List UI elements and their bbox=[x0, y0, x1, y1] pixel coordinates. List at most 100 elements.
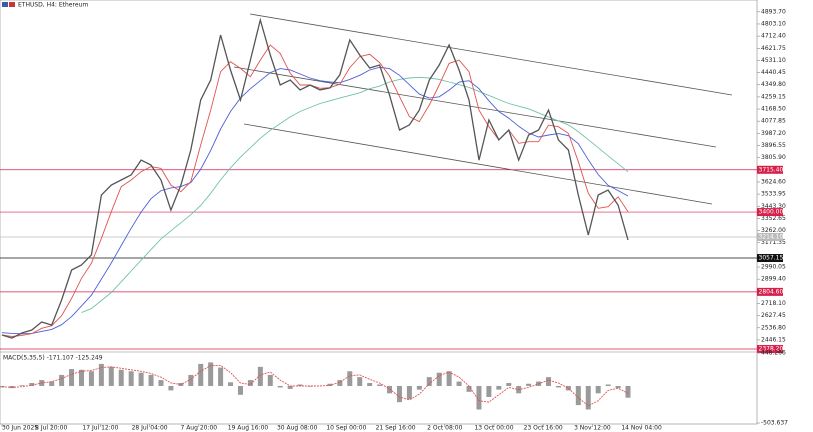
y-tick-label: 4349.80 bbox=[761, 81, 786, 88]
macd-bar bbox=[148, 374, 154, 386]
y-tick-label: 2718.10 bbox=[761, 300, 786, 307]
y-tick-label: 3171.35 bbox=[761, 239, 786, 246]
macd-bar bbox=[287, 385, 293, 389]
macd-bar bbox=[297, 384, 303, 386]
macd-bar bbox=[595, 385, 601, 394]
macd-bar bbox=[446, 371, 452, 386]
macd-bar bbox=[19, 385, 25, 386]
y-tick-label: 4077.85 bbox=[761, 118, 786, 125]
y-tick-label: 4621.75 bbox=[761, 45, 786, 52]
y-tick-label: 4440.45 bbox=[761, 69, 786, 76]
macd-bar bbox=[565, 385, 571, 391]
x-tick-label: 30 Jun 2025 bbox=[2, 425, 38, 432]
x-tick-label: 21 Sep 16:00 bbox=[376, 425, 416, 432]
macd-bar bbox=[615, 385, 621, 389]
y-tick-label: 3533.95 bbox=[761, 191, 786, 198]
macd-bar bbox=[88, 371, 94, 386]
x-tick-label: 8 Jul 20:00 bbox=[35, 425, 67, 432]
macd-bar bbox=[426, 377, 432, 386]
y-tick-label: 3262.00 bbox=[761, 227, 786, 234]
signal-line bbox=[1, 364, 629, 407]
price-level: 2804.60 bbox=[0, 287, 784, 296]
y-tick-label: 4803.10 bbox=[761, 20, 786, 27]
macd-bar bbox=[625, 385, 631, 398]
level-label: 3057.15 bbox=[759, 255, 784, 262]
macd-bar bbox=[29, 383, 35, 386]
x-tick-label: 2 Oct 08:00 bbox=[427, 425, 462, 432]
macd-bar bbox=[59, 374, 65, 386]
channel-line bbox=[249, 13, 733, 96]
price-line bbox=[1, 17, 629, 339]
macd-bar bbox=[49, 381, 55, 386]
level-tag bbox=[757, 165, 783, 174]
macd-bar bbox=[406, 385, 412, 400]
macd-bar bbox=[377, 384, 383, 386]
macd-bar bbox=[546, 377, 552, 386]
y-tick-label: 3352.65 bbox=[761, 215, 786, 222]
macd-bar bbox=[277, 385, 283, 388]
macd-bar bbox=[526, 383, 532, 386]
macd-bar bbox=[456, 381, 462, 386]
channel-line bbox=[243, 123, 713, 205]
level-label: 3400.00 bbox=[759, 209, 784, 216]
level-label: 2378.20 bbox=[759, 346, 784, 353]
x-tick-label: 23 Oct 16:00 bbox=[524, 425, 563, 432]
macd-bar bbox=[506, 383, 512, 386]
x-tick-label: 13 Oct 00:00 bbox=[474, 425, 513, 432]
macd-bar bbox=[188, 374, 194, 386]
macd-bar bbox=[247, 380, 253, 386]
y-tick-label: 4259.15 bbox=[761, 93, 786, 100]
y-tick-label: 3805.90 bbox=[761, 154, 786, 161]
x-tick-label: 7 Aug 20:00 bbox=[180, 425, 217, 432]
macd-bar bbox=[396, 385, 402, 403]
macd-bar bbox=[496, 385, 502, 390]
y-tick-label: 3624.60 bbox=[761, 178, 786, 185]
level-tag bbox=[757, 254, 783, 263]
x-tick-label: 14 Nov 04:00 bbox=[621, 425, 662, 432]
macd-bar bbox=[476, 385, 482, 410]
macd-bar bbox=[69, 369, 75, 386]
level-label: 3715.40 bbox=[759, 166, 784, 173]
y-tick-label: 4893.70 bbox=[761, 8, 786, 15]
chart-title: ETHUSD, H4: Ethereum bbox=[18, 2, 88, 9]
macd-bar bbox=[436, 372, 442, 386]
moving-average bbox=[1, 66, 629, 335]
macd-bar bbox=[367, 383, 373, 386]
macd-bar bbox=[585, 385, 591, 410]
macd-bar bbox=[555, 385, 561, 388]
macd-bar bbox=[357, 377, 363, 386]
macd-bar bbox=[387, 385, 393, 394]
x-tick-label: 17 Jul 12:00 bbox=[82, 425, 118, 432]
macd-bar bbox=[198, 363, 204, 386]
macd-bar bbox=[257, 366, 263, 386]
y-tick-label: 4712.40 bbox=[761, 33, 786, 40]
macd-bar bbox=[78, 369, 84, 386]
level-tag bbox=[757, 345, 783, 354]
y-tick-label: 3987.20 bbox=[761, 130, 786, 137]
symbol-icon bbox=[2, 2, 8, 7]
macd-bar bbox=[267, 374, 273, 386]
y-tick-label: 448.266 bbox=[761, 350, 786, 357]
x-tick-label: 28 Jul 04:00 bbox=[132, 425, 168, 432]
macd-bar bbox=[138, 372, 144, 386]
macd-bar bbox=[228, 382, 234, 386]
level-tag bbox=[757, 232, 783, 241]
y-tick-label: 2627.45 bbox=[761, 312, 786, 319]
macd-bar bbox=[128, 371, 134, 386]
price-level: 3715.40 bbox=[0, 165, 784, 174]
price-level: 3057.15 bbox=[0, 254, 784, 263]
y-tick-label: 3896.55 bbox=[761, 142, 786, 149]
x-tick-label: 3 Nov 12:00 bbox=[574, 425, 611, 432]
price-level: 2378.20 bbox=[0, 345, 784, 354]
moving-average bbox=[1, 44, 629, 337]
symbol-icon bbox=[9, 2, 15, 7]
macd-bar bbox=[575, 385, 581, 406]
macd-bar bbox=[416, 385, 422, 390]
macd-bar bbox=[158, 380, 164, 386]
macd-bar bbox=[605, 384, 611, 386]
level-label: 3214.10 bbox=[759, 233, 784, 240]
macd-bar bbox=[307, 385, 313, 387]
macd-bar bbox=[486, 385, 492, 397]
level-label: 2804.60 bbox=[759, 288, 784, 295]
